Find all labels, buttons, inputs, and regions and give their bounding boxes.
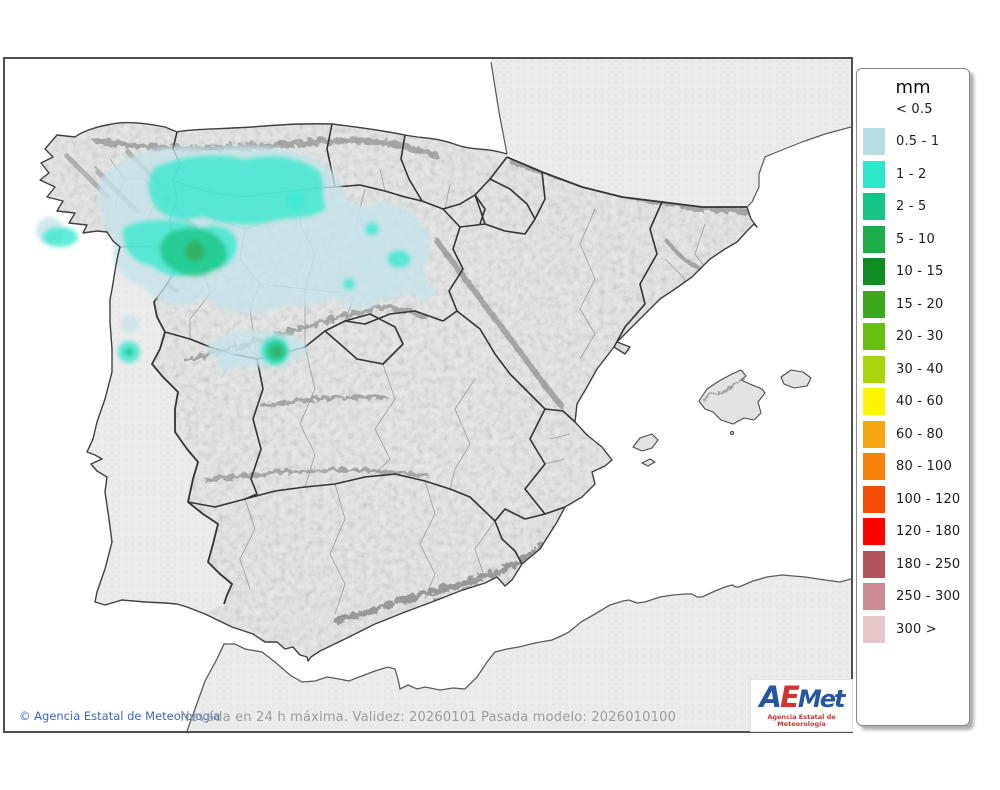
legend-label: 100 - 120 — [896, 491, 961, 507]
model-caption: Nevada en 24 h máxima. Validez: 20260101… — [179, 710, 677, 725]
legend-label: < 0.5 — [896, 101, 933, 117]
legend-row: 2 - 5 — [857, 191, 969, 224]
legend-label: 0.5 - 1 — [896, 134, 940, 150]
mallorca — [698, 369, 766, 425]
legend-label: 20 - 30 — [896, 329, 944, 345]
logo-met: Met — [797, 685, 846, 713]
cabrera — [729, 430, 735, 436]
legend-label: 60 - 80 — [896, 426, 944, 442]
legend-row: 120 - 180 — [857, 516, 969, 549]
legend-label: 5 - 10 — [896, 231, 935, 247]
balearic-islands — [632, 369, 812, 467]
legend-swatch — [863, 518, 885, 546]
legend-swatch — [863, 193, 885, 221]
coastline — [39, 121, 758, 662]
ibiza — [632, 433, 659, 452]
legend-swatch — [863, 128, 885, 156]
africa-landmass — [186, 574, 851, 731]
legend-swatch — [863, 290, 885, 318]
legend-row: 10 - 15 — [857, 256, 969, 289]
legend-rows: < 0.5 0.5 - 1 1 - 2 2 - 5 5 - 10 10 - 15 15 - … — [857, 93, 969, 646]
copyright-text: © Agencia Estatal de Meteorología — [19, 709, 221, 723]
legend-label: 15 - 20 — [896, 296, 944, 312]
france-landmass — [490, 59, 851, 208]
legend-row: 300 > — [857, 613, 969, 646]
legend-swatch — [863, 615, 885, 643]
logo-subtitle: Agencia Estatal de Meteorología — [767, 713, 836, 728]
legend-swatch — [863, 388, 885, 416]
legend-row: 15 - 20 — [857, 288, 969, 321]
legend-row: < 0.5 — [857, 93, 969, 126]
portugal-landmass — [87, 245, 232, 614]
legend-swatch — [863, 583, 885, 611]
map-frame: © Agencia Estatal de Meteorología Nevada… — [3, 57, 853, 733]
legend-label: 250 - 300 — [896, 589, 961, 605]
legend-row: 100 - 120 — [857, 483, 969, 516]
legend-label: 30 - 40 — [896, 361, 944, 377]
legend-row: 80 - 100 — [857, 451, 969, 484]
logo-letter-e: E — [780, 680, 800, 714]
legend-label: 2 - 5 — [896, 199, 927, 215]
legend-swatch — [863, 550, 885, 578]
legend-label: 120 - 180 — [896, 524, 961, 540]
legend-row: 5 - 10 — [857, 223, 969, 256]
legend-panel: mm < 0.5 0.5 - 1 1 - 2 2 - 5 5 - 10 10 - 15 15… — [856, 68, 970, 726]
legend-row: 0.5 - 1 — [857, 126, 969, 159]
legend-title: mm — [895, 77, 931, 98]
legend-swatch — [863, 453, 885, 481]
logo-letter-a: A — [759, 680, 782, 714]
legend-row: 40 - 60 — [857, 386, 969, 419]
legend-label: 180 - 250 — [896, 556, 961, 572]
legend-row: 60 - 80 — [857, 418, 969, 451]
formentera — [641, 458, 656, 467]
legend-label: 10 - 15 — [896, 264, 944, 280]
legend-swatch — [863, 355, 885, 383]
legend-label: 1 - 2 — [896, 166, 927, 182]
legend-swatch — [863, 323, 885, 351]
legend-label: 40 - 60 — [896, 394, 944, 410]
menorca — [780, 369, 812, 389]
aemet-logo-wordmark: AEMet — [751, 683, 852, 712]
snow-5-10 — [184, 240, 283, 358]
aemet-logo: AEMet Agencia Estatal de Meteorología — [750, 679, 853, 732]
snowfall-overlay — [36, 145, 434, 371]
legend-label: 80 - 100 — [896, 459, 952, 475]
legend-row: 20 - 30 — [857, 321, 969, 354]
legend-row: 250 - 300 — [857, 581, 969, 614]
legend-swatch — [863, 225, 885, 253]
legend-swatch — [863, 96, 885, 123]
legend-label: 300 > — [896, 621, 937, 637]
legend-swatch — [863, 420, 885, 448]
legend-swatch — [863, 485, 885, 513]
legend-row: 30 - 40 — [857, 353, 969, 386]
legend-swatch — [863, 160, 885, 188]
legend-row: 180 - 250 — [857, 548, 969, 581]
iberia-relief-map — [5, 59, 851, 731]
legend-swatch — [863, 258, 885, 286]
legend-row: 1 - 2 — [857, 158, 969, 191]
